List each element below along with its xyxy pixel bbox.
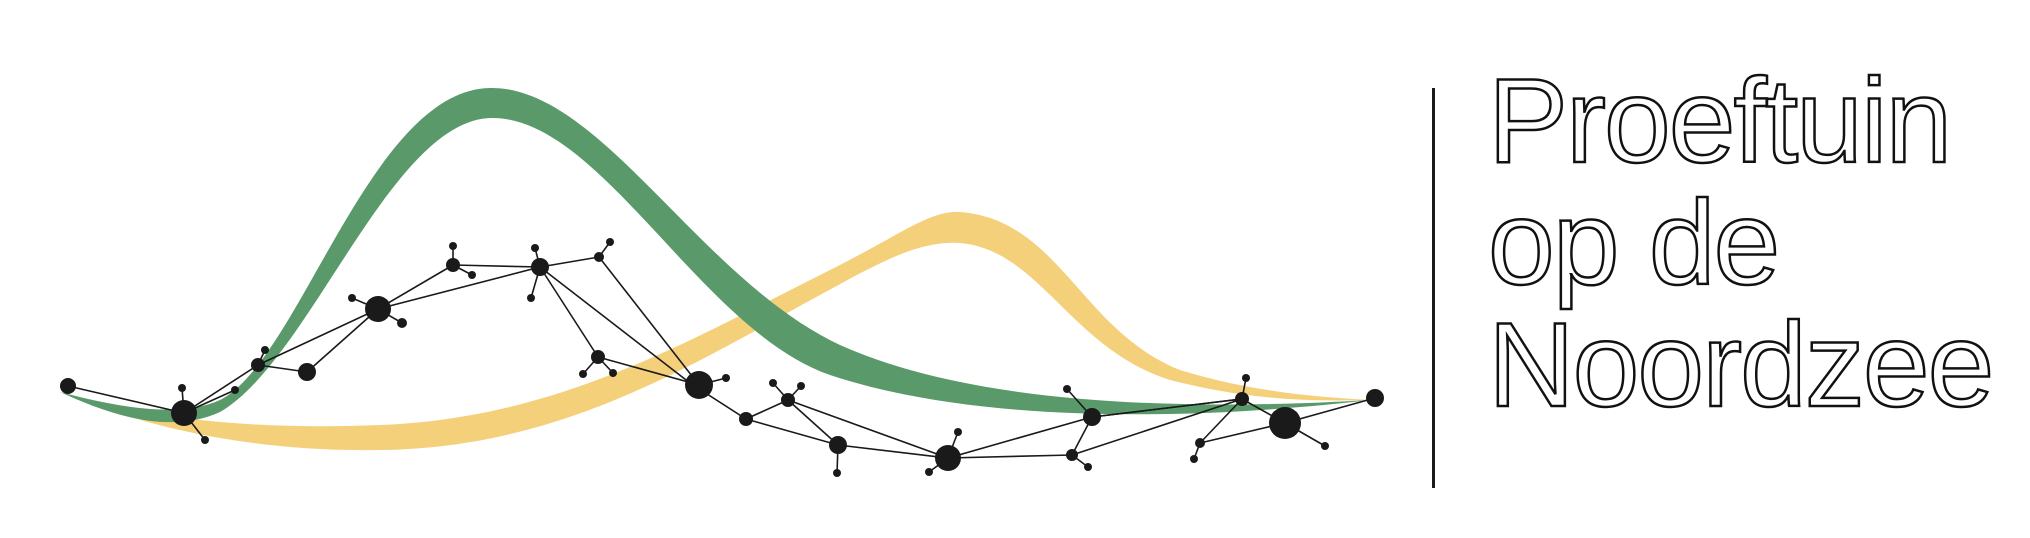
network-leaf (797, 382, 805, 390)
wordmark-line-3: Noordzee (1487, 298, 1996, 432)
network-leaf (397, 318, 407, 328)
network-node (251, 358, 265, 372)
network-node (829, 436, 847, 454)
wave-network-graphic (60, 87, 1384, 477)
network-node-hub (171, 400, 197, 426)
yellow-wave-band (60, 211, 1370, 451)
network-nodes (60, 238, 1384, 477)
network-node (446, 258, 460, 272)
network-node-hub (685, 371, 713, 399)
network-leaf (609, 369, 617, 377)
network-leaf (606, 238, 614, 246)
network-node (594, 252, 604, 262)
network-leaf (348, 294, 356, 302)
network-node (298, 363, 316, 381)
network-leaf (1242, 374, 1250, 382)
network-leaf (531, 244, 539, 252)
network-node (1366, 389, 1384, 407)
network-leaf (833, 469, 841, 477)
network-leaf (579, 370, 587, 378)
network-leaf (231, 386, 239, 394)
wordmark-line-2: op de (1487, 176, 1782, 310)
network-node (60, 378, 76, 394)
network-node (1195, 438, 1205, 448)
wordmark: Proeftuin op de Noordzee (1487, 54, 2008, 432)
network-leaf (527, 294, 535, 302)
network-leaf (261, 346, 269, 354)
network-leaf (1190, 455, 1198, 463)
network-leaf (1084, 463, 1092, 471)
network-leaf (769, 379, 777, 387)
network-node (781, 393, 795, 407)
network-leaf (954, 428, 962, 436)
network-node (1066, 449, 1078, 461)
network-node-hub (1269, 407, 1301, 439)
network-leaf (178, 384, 186, 392)
network-node (531, 258, 549, 276)
network-node-hub (365, 296, 391, 322)
network-node (591, 350, 605, 364)
network-leaf (449, 242, 457, 250)
network-leaf (201, 436, 209, 444)
network-node (1083, 408, 1101, 426)
green-wave-band (60, 87, 1370, 423)
network-node (1235, 392, 1249, 406)
network-node-hub (935, 445, 961, 471)
network-leaf (722, 374, 730, 382)
vertical-divider (1432, 88, 1435, 488)
network-leaf (468, 271, 476, 279)
network-leaf (1063, 385, 1071, 393)
network-leaf (1321, 442, 1329, 450)
network-node (739, 412, 753, 426)
wordmark-line-1: Proeftuin (1487, 54, 1954, 188)
network-leaf (925, 468, 933, 476)
